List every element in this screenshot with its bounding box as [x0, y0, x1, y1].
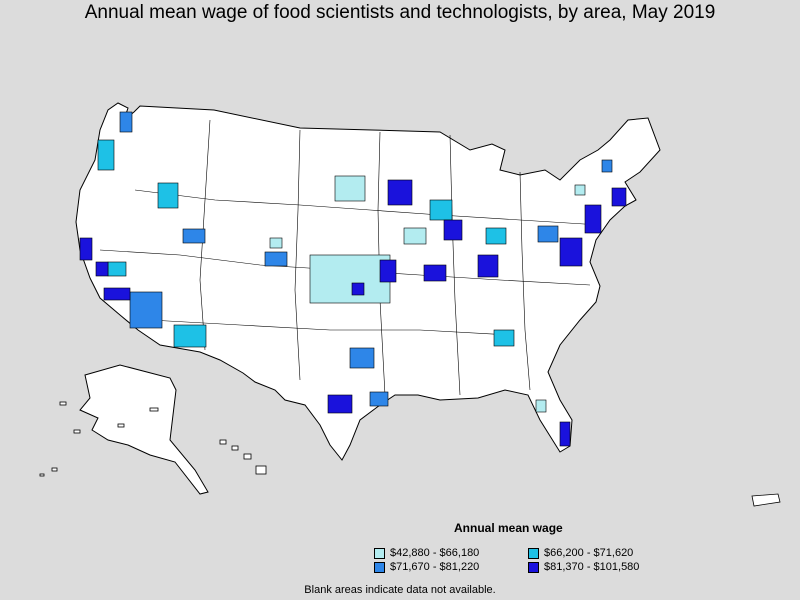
legend-label-1: $42,880 - $66,180 — [390, 547, 480, 559]
wage-areas — [79, 111, 627, 447]
area-shape — [387, 179, 413, 206]
alaska-islands — [39, 401, 159, 477]
legend-label-3: $71,670 - $81,220 — [390, 561, 480, 573]
legend-item-3: $71,670 - $81,220 — [374, 561, 479, 573]
area-shape — [334, 175, 366, 202]
footnote: Blank areas indicate data not available. — [304, 584, 496, 596]
legend-title: Annual mean wage — [454, 521, 563, 535]
area-shape — [129, 291, 163, 329]
map-title: Annual mean wage of food scientists and … — [84, 2, 716, 23]
area-shape — [535, 399, 547, 413]
legend-swatch-1 — [374, 547, 385, 559]
legend-label-4: $81,370 - $101,580 — [544, 561, 640, 573]
area-shape — [493, 329, 515, 347]
area-shape — [349, 347, 375, 369]
area-shape — [103, 287, 131, 301]
legend-item-1: $42,880 - $66,180 — [374, 547, 479, 559]
hawaii-islands — [219, 439, 267, 475]
area-shape — [443, 219, 463, 241]
legend-item-2: $66,200 - $71,620 — [528, 547, 633, 559]
area-shape — [601, 159, 613, 173]
area-shape — [173, 324, 207, 348]
area-shape — [309, 254, 391, 304]
area-shape — [97, 139, 115, 171]
area-shape — [379, 259, 397, 283]
alaska-outline — [79, 364, 209, 495]
area-shape — [537, 225, 559, 243]
legend-swatch-4 — [528, 561, 539, 573]
area-shape — [429, 199, 453, 221]
area-shape — [485, 227, 507, 245]
area-shape — [79, 237, 93, 261]
area-shape — [403, 227, 427, 245]
area-shape — [269, 237, 283, 249]
puerto-rico-outline — [751, 493, 781, 507]
area-shape — [182, 228, 206, 244]
area-shape — [351, 282, 365, 296]
area-shape — [95, 261, 109, 277]
legend-swatch-3 — [374, 561, 385, 573]
legend-label-2: $66,200 - $71,620 — [544, 547, 634, 559]
area-shape — [477, 254, 499, 278]
area-shape — [119, 111, 133, 133]
area-shape — [327, 394, 353, 414]
area-shape — [559, 421, 571, 447]
area-shape — [264, 251, 288, 267]
area-shape — [157, 182, 179, 209]
legend-swatch-2 — [528, 547, 539, 559]
area-shape — [107, 261, 127, 277]
legend-item-4: $81,370 - $101,580 — [528, 561, 639, 573]
area-shape — [584, 204, 602, 234]
area-shape — [611, 187, 627, 207]
area-shape — [574, 184, 586, 196]
area-shape — [423, 264, 447, 282]
area-shape — [369, 391, 389, 407]
area-shape — [559, 237, 583, 267]
